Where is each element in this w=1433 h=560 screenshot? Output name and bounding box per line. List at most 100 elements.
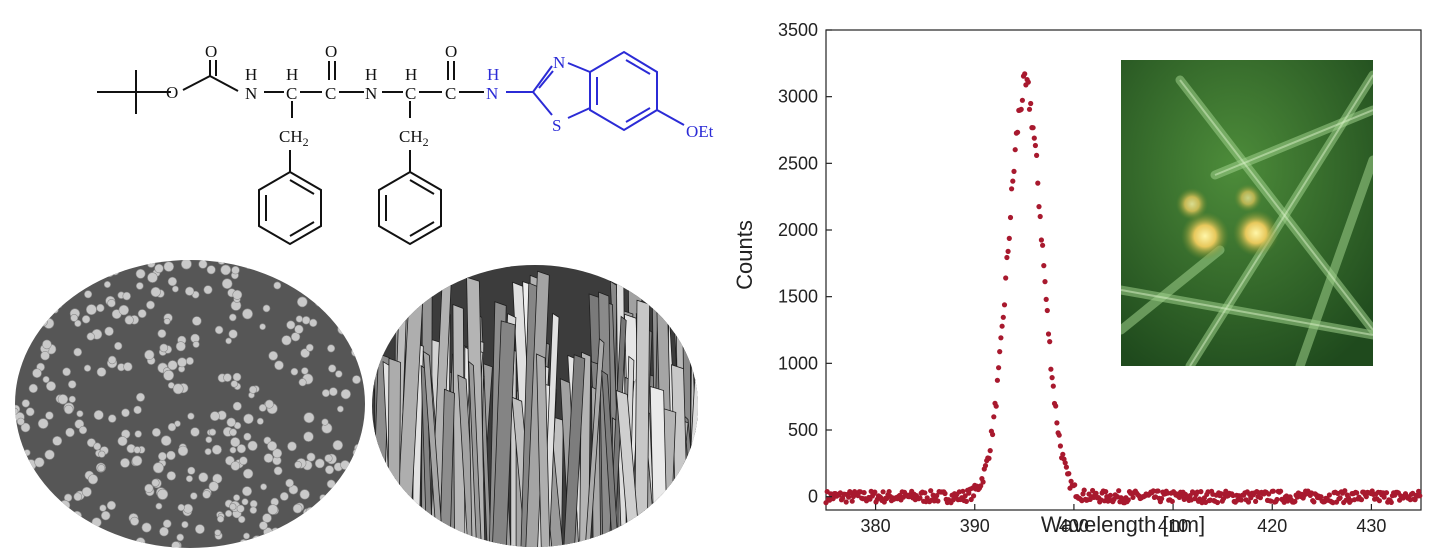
sem-sphere xyxy=(299,489,310,500)
data-point xyxy=(1245,499,1252,505)
sem-sphere xyxy=(70,313,79,322)
sem-sphere xyxy=(317,288,325,295)
sem-sphere xyxy=(327,344,336,353)
sem-sphere xyxy=(163,261,175,272)
sem-sphere xyxy=(238,515,246,524)
data-point xyxy=(991,414,997,420)
sem-sphere xyxy=(214,325,224,335)
sem-sphere xyxy=(25,407,35,417)
sem-sphere xyxy=(81,315,91,324)
sem-sphere xyxy=(318,503,327,512)
sem-sphere xyxy=(141,522,152,533)
structure-bonds-blue xyxy=(506,50,685,132)
y-tick-label: 3000 xyxy=(778,87,818,107)
sem-sphere xyxy=(346,492,358,504)
sem-fiber-bundles xyxy=(372,270,698,547)
data-point xyxy=(1270,488,1276,494)
sem-sphere xyxy=(295,315,303,323)
sem-sphere xyxy=(225,337,232,345)
sem-sphere xyxy=(171,541,181,548)
data-point xyxy=(1036,204,1042,210)
data-point xyxy=(1169,498,1175,504)
sem-sphere xyxy=(57,394,69,405)
sem-sphere xyxy=(359,464,365,473)
sem-sphere xyxy=(301,367,309,375)
data-point xyxy=(846,494,852,500)
sem-sphere xyxy=(57,508,69,520)
sem-sphere xyxy=(133,446,141,454)
sem-sphere xyxy=(241,498,249,506)
sem-sphere xyxy=(233,494,241,502)
data-point xyxy=(1388,499,1394,505)
sem-sphere xyxy=(150,286,161,298)
sem-sphere xyxy=(202,490,211,499)
sem-sphere xyxy=(297,520,305,528)
sem-sphere xyxy=(259,323,266,331)
y-tick-label: 1500 xyxy=(778,287,818,307)
data-point xyxy=(1066,471,1072,477)
sem-sphere xyxy=(262,513,272,523)
sem-sphere xyxy=(181,520,189,529)
sem-sphere xyxy=(166,471,177,481)
data-point xyxy=(1416,488,1422,494)
sem-sphere xyxy=(85,533,93,541)
sem-sphere xyxy=(356,495,365,506)
sem-sphere xyxy=(130,516,140,526)
sem-sphere xyxy=(43,514,53,523)
data-point xyxy=(1011,168,1017,174)
sem-sphere xyxy=(294,324,304,334)
data-point xyxy=(1015,129,1021,135)
x-tick-label: 390 xyxy=(960,516,990,536)
sem-sphere xyxy=(326,534,335,542)
sem-sphere xyxy=(73,492,83,502)
sem-sphere xyxy=(74,262,83,270)
data-point xyxy=(1057,443,1063,449)
sem-sphere xyxy=(36,260,48,269)
sem-sphere xyxy=(226,417,236,427)
data-point xyxy=(1060,451,1066,457)
y-tick-label: 3500 xyxy=(778,20,818,40)
sem-sphere xyxy=(352,448,362,458)
sem-sphere xyxy=(59,499,71,511)
sem-sphere xyxy=(118,304,130,316)
sem-sphere xyxy=(183,503,193,514)
sem-sphere xyxy=(23,288,31,296)
sem-sphere xyxy=(54,521,65,531)
sem-fiber xyxy=(422,350,444,547)
sem-sphere xyxy=(157,488,169,500)
sem-sphere xyxy=(321,418,329,426)
sem-sphere xyxy=(263,453,274,463)
sem-sphere xyxy=(281,335,292,346)
sem-sphere xyxy=(243,532,250,540)
sem-sphere xyxy=(159,343,169,353)
sem-sphere xyxy=(336,496,347,507)
sem-sphere xyxy=(332,440,343,451)
sem-fiber xyxy=(452,303,466,547)
data-point xyxy=(1198,489,1204,495)
sem-sphere xyxy=(245,540,253,548)
inset-micrograph xyxy=(1121,60,1373,366)
sem-sphere xyxy=(20,468,30,478)
sem-sphere xyxy=(134,430,142,438)
sem-sphere xyxy=(84,290,93,299)
sem-sphere xyxy=(159,526,169,537)
sem-sphere xyxy=(30,267,39,276)
sem-sphere xyxy=(103,280,111,288)
chemical-structure: O O H N H C O C H N H C O C CH2 CH2 H N … xyxy=(97,42,714,246)
sem-fiber xyxy=(691,339,698,547)
sem-sphere xyxy=(167,276,177,287)
data-point xyxy=(1006,235,1012,241)
data-point xyxy=(1035,180,1041,186)
data-point xyxy=(1054,420,1060,426)
data-point xyxy=(1358,497,1365,503)
sem-sphere xyxy=(67,380,77,389)
sem-fiber xyxy=(439,388,455,547)
sem-sphere xyxy=(214,529,222,537)
data-point xyxy=(994,377,1001,383)
sem-sphere xyxy=(312,260,322,266)
data-point xyxy=(1037,213,1043,220)
data-point xyxy=(1053,403,1059,409)
sem-sphere xyxy=(32,368,42,379)
sem-sphere xyxy=(350,540,362,548)
sem-sphere xyxy=(243,432,252,441)
